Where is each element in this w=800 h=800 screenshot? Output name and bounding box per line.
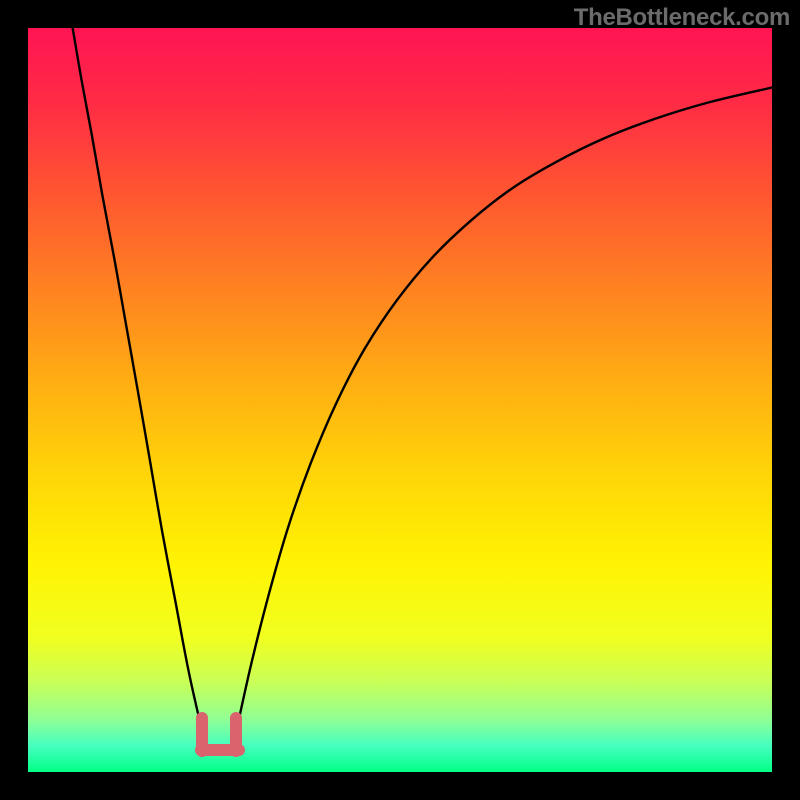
curve-right-branch [236,88,772,732]
plot-area [28,28,772,772]
bottleneck-curve [28,28,772,772]
figure-canvas: TheBottleneck.com [0,0,800,800]
curve-left-branch [73,28,202,731]
